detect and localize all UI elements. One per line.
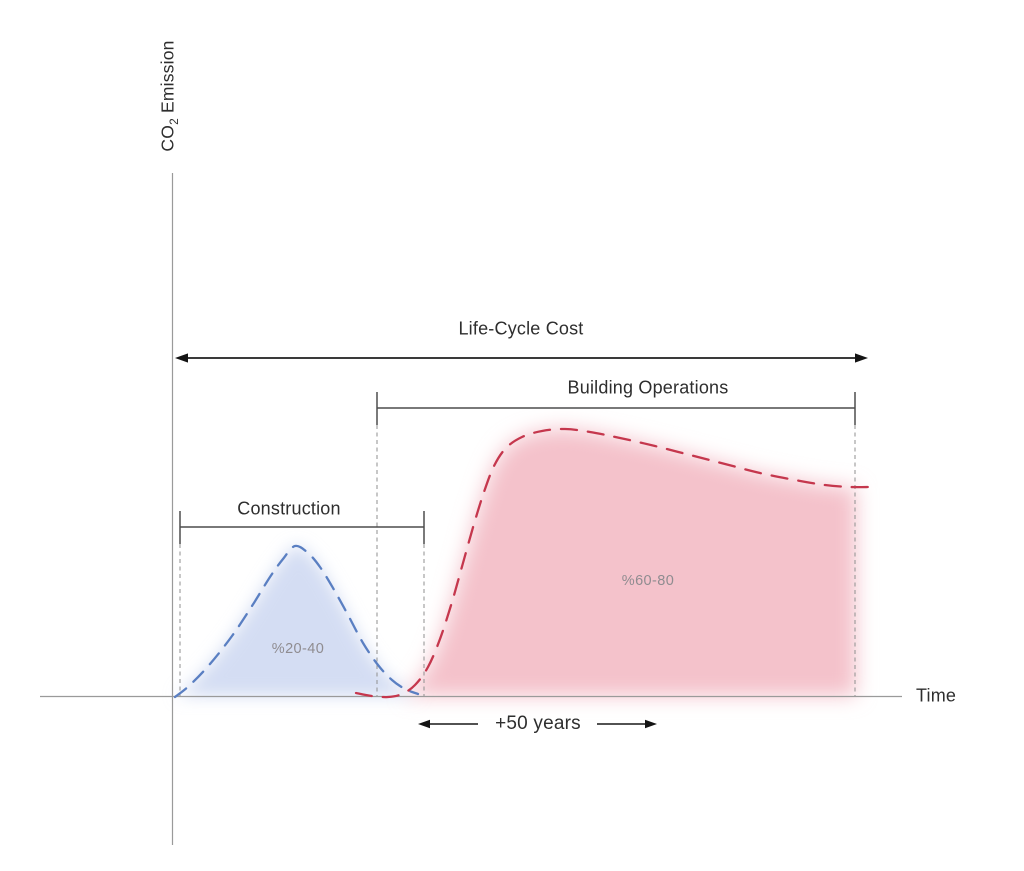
y-axis-label: CO2 Emission	[157, 40, 181, 151]
span-annotations	[175, 353, 868, 729]
area-construction	[175, 545, 418, 697]
life-cycle-cost-label: Life-Cycle Cost	[458, 318, 584, 339]
fifty-years-left-head	[418, 719, 430, 729]
y-axis-label-prefix: CO	[157, 124, 178, 152]
construction-share-label: %20-40	[271, 641, 325, 657]
operations-share-label: %60-80	[621, 573, 675, 589]
life-cycle-arrow-left-head	[175, 353, 188, 363]
fifty-years-right-head	[645, 719, 657, 729]
building-operations-label: Building Operations	[567, 377, 729, 398]
curve-construction	[173, 544, 420, 699]
x-axis-label: Time	[916, 685, 957, 706]
plus-fifty-years-label: +50 years	[495, 713, 581, 734]
life-cycle-arrow-right-head	[855, 353, 868, 363]
y-axis-label-subscript: 2	[166, 118, 181, 125]
curve-operations	[354, 427, 872, 699]
construction-label: Construction	[237, 498, 341, 519]
y-axis-label-suffix: Emission	[157, 40, 178, 119]
area-operations	[405, 428, 856, 696]
